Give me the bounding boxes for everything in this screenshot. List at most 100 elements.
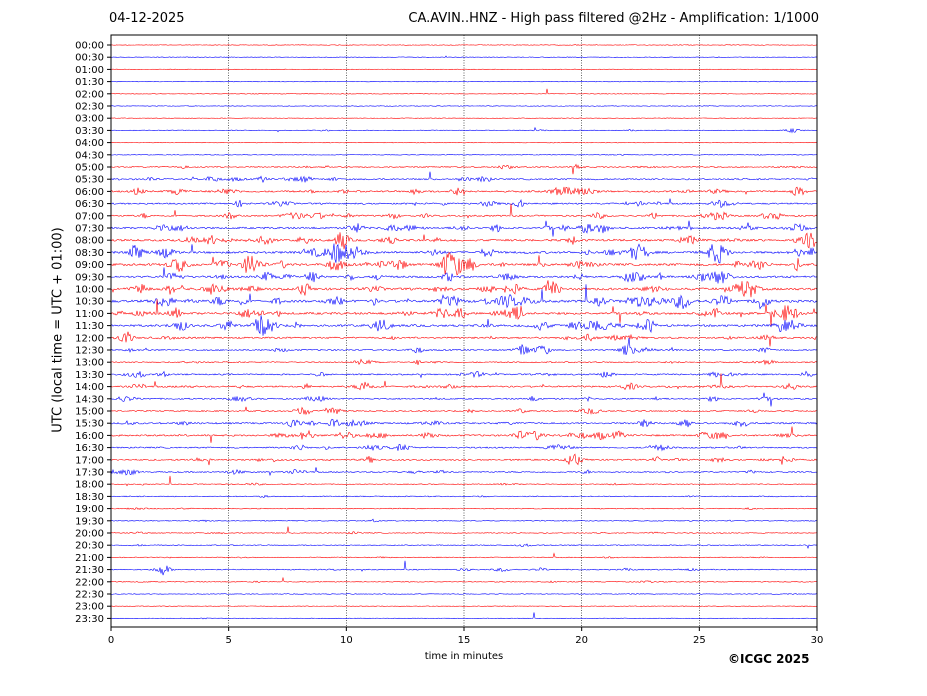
- x-tick-label: 25: [693, 635, 706, 646]
- trace-2300: [110, 605, 818, 608]
- trace-1700: [110, 453, 818, 466]
- trace-1930: [110, 518, 818, 523]
- y-tick-label: 01:00: [75, 65, 104, 76]
- trace-0700: [110, 203, 818, 221]
- trace-0230: [110, 105, 818, 107]
- y-tick-label: 05:30: [75, 175, 104, 186]
- y-tick-label: 19:30: [75, 516, 104, 527]
- trace-2100: [110, 552, 818, 559]
- x-tick-label: 30: [811, 635, 824, 646]
- y-tick-label: 08:30: [75, 248, 104, 259]
- trace-0530: [110, 171, 818, 183]
- copyright-notice: ©ICGC 2025: [728, 652, 810, 666]
- trace-0000: [110, 44, 818, 46]
- y-tick-label: 14:00: [75, 382, 104, 393]
- trace-0130: [110, 80, 818, 83]
- y-tick-label: 09:00: [75, 260, 104, 271]
- x-tick-label: 0: [108, 635, 114, 646]
- trace-1200: [110, 331, 818, 347]
- trace-0200: [110, 88, 818, 95]
- y-tick-label: 21:30: [75, 565, 104, 576]
- y-tick-label: 02:30: [75, 102, 104, 113]
- chart-title: CA.AVIN..HNZ - High pass filtered @2Hz -…: [408, 11, 819, 26]
- y-tick-label: 13:30: [75, 370, 104, 381]
- trace-1800: [110, 475, 818, 487]
- trace-2330: [110, 612, 818, 620]
- y-tick-label: 18:30: [75, 492, 104, 503]
- y-tick-label: 23:00: [75, 602, 104, 613]
- trace-layer: [110, 44, 818, 620]
- y-tick-label: 11:30: [75, 321, 104, 332]
- y-tick-label: 12:30: [75, 346, 104, 357]
- y-tick-label: 17:00: [75, 455, 104, 466]
- x-tick-label: 20: [575, 635, 588, 646]
- y-tick-label: 19:00: [75, 504, 104, 515]
- y-tick-label: 20:00: [75, 529, 104, 540]
- y-tick-label: 06:00: [75, 187, 104, 198]
- y-tick-label: 09:30: [75, 272, 104, 283]
- trace-2200: [110, 576, 818, 584]
- trace-2230: [110, 593, 818, 595]
- trace-0800: [110, 232, 818, 250]
- trace-1900: [110, 507, 818, 510]
- trace-0300: [110, 117, 818, 119]
- trace-1230: [110, 337, 818, 356]
- y-tick-label: 02:00: [75, 89, 104, 100]
- trace-0600: [110, 186, 818, 197]
- y-tick-label: 03:00: [75, 114, 104, 125]
- y-tick-label: 01:30: [75, 77, 104, 88]
- trace-0100: [110, 68, 818, 71]
- trace-0430: [110, 153, 818, 156]
- y-tick-label: 00:30: [75, 53, 104, 64]
- y-tick-label: 04:00: [75, 138, 104, 149]
- trace-1630: [110, 443, 818, 452]
- trace-1100: [110, 299, 818, 326]
- y-tick-label: 15:00: [75, 407, 104, 418]
- y-tick-label: 00:00: [75, 41, 104, 52]
- y-tick-label: 06:30: [75, 199, 104, 210]
- trace-1330: [110, 370, 818, 379]
- trace-0330: [110, 126, 818, 134]
- trace-1430: [110, 392, 818, 407]
- trace-1000: [110, 280, 818, 298]
- trace-1300: [110, 358, 818, 366]
- trace-1130: [110, 315, 818, 336]
- y-tick-label: 03:30: [75, 126, 104, 137]
- y-tick-label: 10:30: [75, 297, 104, 308]
- y-tick-label: 16:30: [75, 443, 104, 454]
- y-tick-label: 20:30: [75, 541, 104, 552]
- y-tick-label: 07:00: [75, 211, 104, 222]
- y-tick-label: 07:30: [75, 224, 104, 235]
- trace-1530: [110, 418, 818, 428]
- y-tick-label: 16:00: [75, 431, 104, 442]
- y-tick-label: 12:00: [75, 333, 104, 344]
- chart-date: 04-12-2025: [109, 11, 185, 26]
- trace-1030: [110, 284, 818, 310]
- y-tick-label: 18:00: [75, 480, 104, 491]
- trace-0830: [110, 243, 818, 264]
- y-tick-label: 22:30: [75, 590, 104, 601]
- y-tick-label: 22:00: [75, 577, 104, 588]
- trace-0930: [110, 267, 818, 284]
- trace-0900: [110, 251, 818, 276]
- trace-0630: [110, 198, 818, 209]
- trace-0030: [110, 55, 818, 58]
- y-tick-label: 08:00: [75, 236, 104, 247]
- x-axis: 0 5 10 15 20 25 30: [108, 627, 824, 646]
- trace-1500: [110, 406, 817, 416]
- trace-0730: [110, 220, 818, 237]
- y-tick-label: 11:00: [75, 309, 104, 320]
- y-tick-label: 14:30: [75, 394, 104, 405]
- trace-1600: [110, 426, 818, 443]
- trace-2000: [110, 526, 818, 535]
- trace-0400: [110, 141, 818, 144]
- trace-2130: [110, 560, 818, 576]
- y-tick-label: 17:30: [75, 468, 104, 479]
- x-tick-label: 15: [458, 635, 471, 646]
- y-tick-label: 15:30: [75, 419, 104, 430]
- trace-0500: [110, 163, 818, 175]
- y-tick-label: 13:00: [75, 358, 104, 369]
- trace-1830: [110, 494, 818, 498]
